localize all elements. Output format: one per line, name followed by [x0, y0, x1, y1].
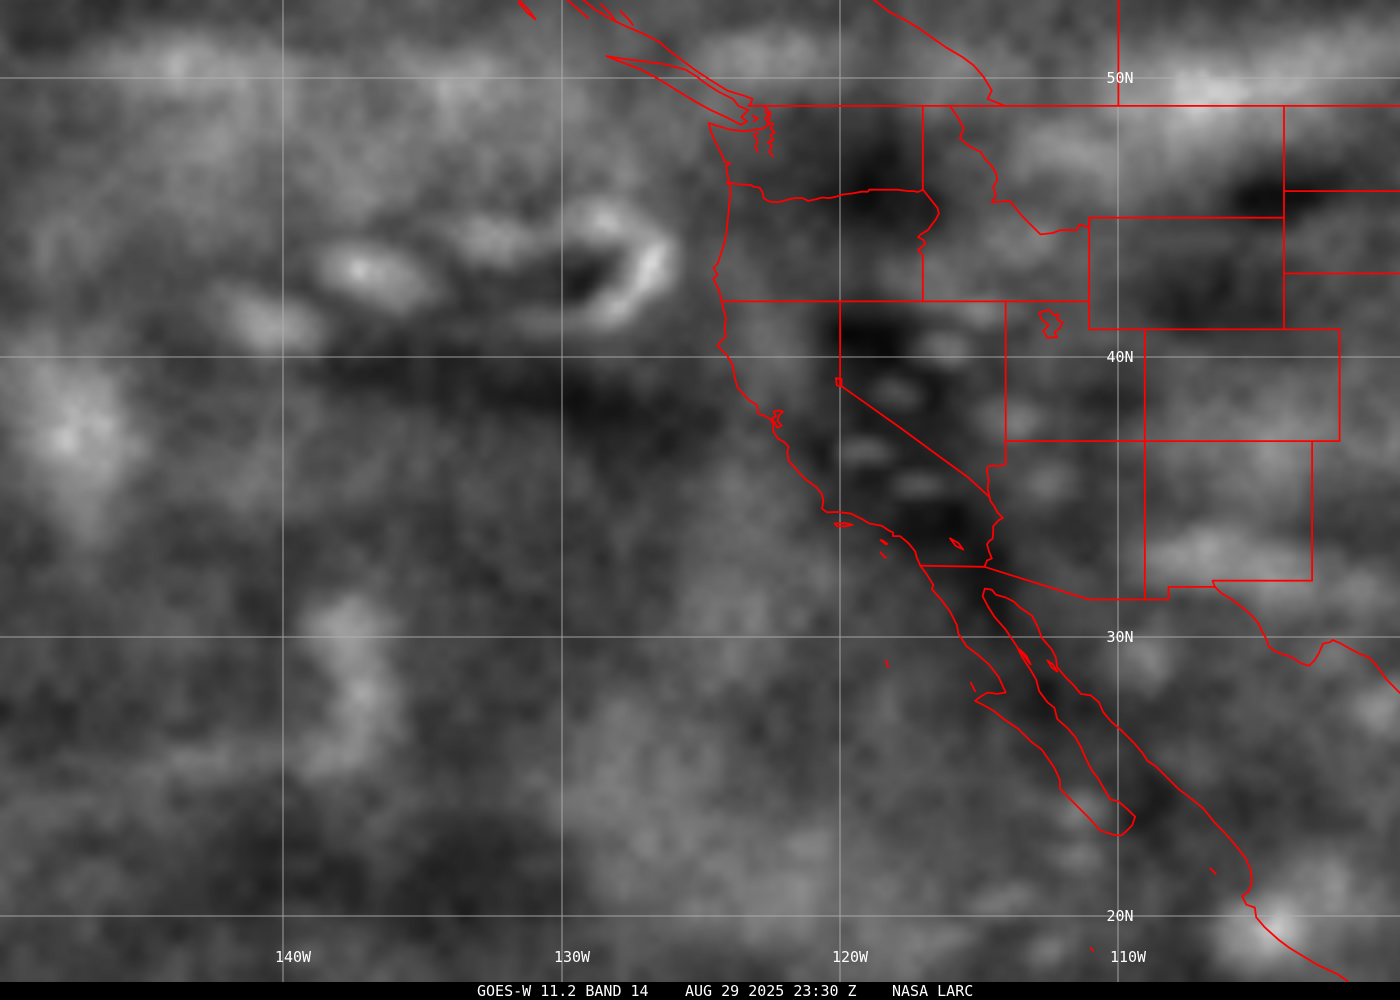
boundary-angel-de-la-guarda	[1018, 648, 1032, 666]
boundary-az-west-colorado-river	[985, 440, 1007, 562]
boundary-channel-islands-north	[833, 522, 854, 528]
grid-label-110w: 110W	[1110, 948, 1147, 966]
boundary-san-juan-islands	[751, 114, 759, 123]
boundary-san-clemente-island	[879, 551, 887, 559]
boundary-bc-islands-a	[566, 0, 590, 19]
boundary-pacific-coast	[707, 105, 1349, 983]
boundary-san-francisco-bay	[771, 409, 784, 429]
grid-label-20n: 20N	[1106, 907, 1133, 925]
boundary-lake-tahoe	[835, 377, 843, 388]
caption-instrument: GOES-W 11.2 BAND 14	[477, 982, 649, 1000]
boundary-vancouver-island	[605, 55, 750, 126]
boundary-socorro-island	[1089, 947, 1095, 952]
boundary-puget-sound	[764, 110, 776, 158]
boundary-haida-gwaii	[517, 0, 537, 21]
grid-label-50n: 50N	[1106, 69, 1133, 87]
map-boundaries	[517, 0, 1400, 983]
grid-labels: 50N 40N 30N 20N 140W 130W 120W 110W	[275, 69, 1147, 966]
boundary-guadalupe-island	[885, 659, 890, 669]
boundary-hood-canal	[752, 131, 759, 153]
boundary-bc-coast	[581, 0, 754, 107]
grid-label-130w: 130W	[554, 948, 591, 966]
grid-label-40n: 40N	[1106, 348, 1133, 366]
boundary-or-id-snake-river	[917, 188, 940, 303]
boundary-wa-or-columbia-river	[726, 181, 924, 204]
boundary-tiburon-island	[1046, 659, 1059, 673]
boundary-great-salt-lake	[1038, 308, 1064, 339]
boundary-us-mexico-border-west	[919, 559, 988, 568]
boundary-bc-ab-divide	[872, 0, 1006, 107]
boundary-id-mt-border	[949, 105, 1091, 236]
caption-datetime: AUG 29 2025 23:30 Z	[685, 982, 857, 1000]
grid-label-30n: 30N	[1106, 628, 1133, 646]
boundary-catalina-island	[879, 539, 889, 546]
grid-label-140w: 140W	[275, 948, 312, 966]
boundary-nm-tx-border	[1211, 440, 1313, 588]
boundary-ca-nv-border	[839, 300, 991, 498]
boundary-salton-sea	[949, 537, 964, 551]
boundary-islas-marias	[1209, 867, 1217, 875]
grid-label-120w: 120W	[832, 948, 869, 966]
boundary-us-mexico-border-east	[983, 565, 1400, 695]
caption-bar: GOES-W 11.2 BAND 14 AUG 29 2025 23:30 Z …	[0, 982, 1400, 1000]
caption-credit: NASA LARC	[892, 982, 974, 1000]
boundary-bc-islands-c	[619, 10, 634, 26]
boundary-cedros-island	[970, 681, 976, 692]
boundary-bc-islands-b	[599, 3, 617, 23]
